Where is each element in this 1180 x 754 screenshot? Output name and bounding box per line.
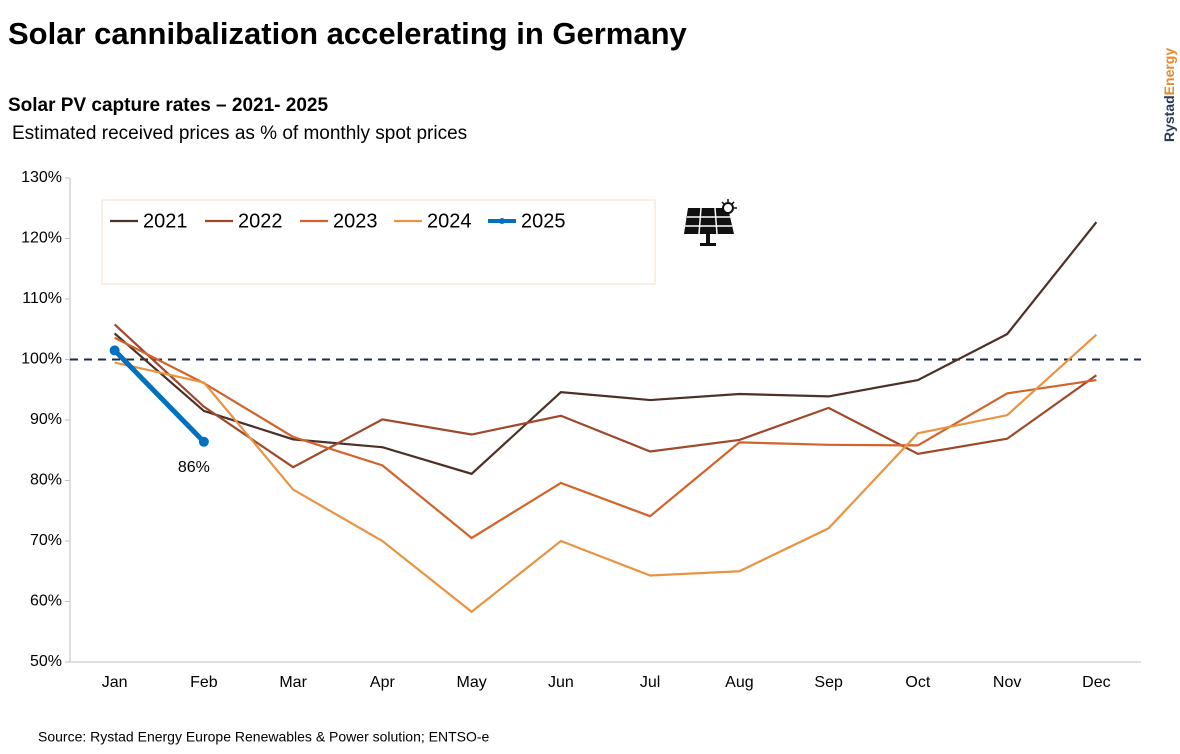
brand-part: Rystad [1161, 95, 1177, 142]
legend-label: 2022 [238, 210, 283, 232]
y-axis-label: Estimated received prices as % of monthl… [12, 123, 467, 144]
legend-label: 2025 [521, 210, 566, 232]
y-tick-label: 60% [30, 593, 62, 610]
x-tick-label: Nov [993, 674, 1021, 691]
x-tick-label: Aug [725, 674, 753, 691]
legend-marker [499, 218, 505, 224]
x-tick-label: Sep [814, 674, 843, 691]
y-tick-label: 90% [30, 411, 62, 428]
y-tick-label: 110% [22, 290, 62, 307]
x-tick-label: Dec [1082, 674, 1110, 691]
source: Source: Rystad Energy Europe Renewables … [38, 729, 490, 745]
y-tick-label: 80% [30, 472, 62, 489]
brand-part: Energy [1161, 48, 1177, 96]
brand: RystadEnergy [1161, 48, 1177, 142]
point [198, 436, 209, 447]
chart-subtitle: Solar PV capture rates – 2021- 2025 [8, 95, 328, 116]
y-tick-label: 130% [21, 169, 62, 186]
value-label: 86% [178, 459, 210, 476]
legend-label: 2021 [143, 210, 188, 232]
x-tick-label: May [457, 674, 487, 691]
series-line [113, 221, 1098, 476]
point [109, 345, 120, 356]
x-tick-label: Apr [370, 674, 396, 691]
x-tick-label: Jul [640, 674, 660, 691]
y-tick-label: 120% [21, 230, 62, 247]
series-line [114, 333, 1098, 614]
legend-label: 2024 [427, 210, 472, 232]
x-tick-label: Jan [102, 674, 128, 691]
x-tick-label: Oct [905, 674, 930, 691]
y-tick-label: 50% [30, 653, 62, 670]
chart-title: Solar cannibalization accelerating in Ge… [8, 16, 688, 51]
y-tick-label: 70% [30, 532, 62, 549]
solar-icon [684, 199, 737, 246]
legend-box [101, 199, 656, 285]
y-tick-label: 100% [21, 351, 62, 368]
series-line [113, 323, 1098, 469]
x-tick-label: Jun [548, 674, 574, 691]
series-line [112, 348, 206, 444]
x-tick-label: Mar [279, 674, 307, 691]
series-line [114, 336, 1097, 540]
x-tick-label: Feb [190, 674, 218, 691]
legend-label: 2023 [333, 210, 378, 232]
